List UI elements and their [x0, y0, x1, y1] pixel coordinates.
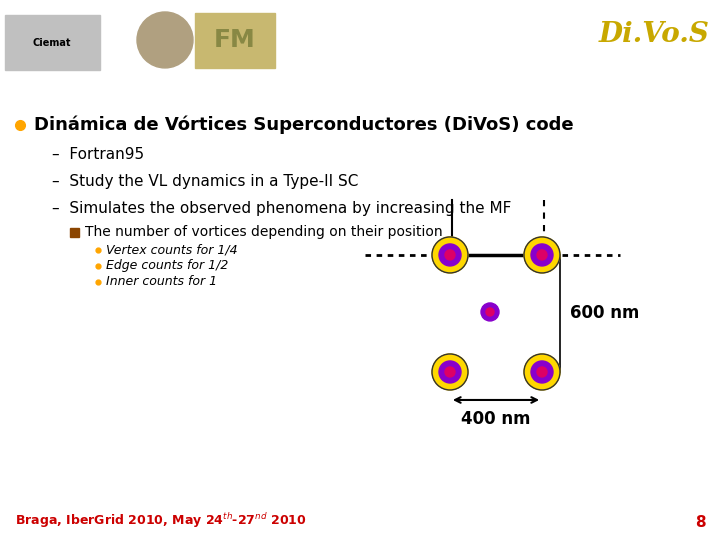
Circle shape [537, 250, 547, 260]
Circle shape [531, 244, 553, 266]
Circle shape [439, 361, 461, 383]
Text: –  Study the VL dynamics in a Type-II SC: – Study the VL dynamics in a Type-II SC [52, 174, 359, 190]
Circle shape [531, 361, 553, 383]
Text: FM: FM [214, 28, 256, 52]
Circle shape [486, 308, 494, 316]
Bar [5, 15, 100, 70]
Text: Dinámica de Vórtices Superconductores (DiVoS) code: Dinámica de Vórtices Superconductores (D… [34, 116, 574, 134]
Text: Edge counts for 1/2: Edge counts for 1/2 [106, 259, 228, 273]
Text: 8: 8 [696, 515, 706, 530]
Bar [195, 13, 275, 68]
Circle shape [432, 354, 468, 390]
Text: 600 nm: 600 nm [570, 305, 639, 322]
Circle shape [445, 367, 455, 377]
Text: Di.Vo.S: Di.Vo.S [599, 22, 710, 49]
Text: 400 nm: 400 nm [462, 410, 531, 428]
Circle shape [432, 237, 468, 273]
Circle shape [524, 237, 560, 273]
Circle shape [445, 250, 455, 260]
Text: Braga, IberGrid 2010, May 24$^{th}$-27$^{nd}$ 2010: Braga, IberGrid 2010, May 24$^{th}$-27$^… [15, 511, 307, 530]
Text: Inner counts for 1: Inner counts for 1 [106, 275, 217, 288]
Text: –  Simulates the observed phenomena by increasing the MF: – Simulates the observed phenomena by in… [52, 201, 511, 217]
Circle shape [137, 12, 193, 68]
Text: Ciemat: Ciemat [32, 38, 71, 48]
Circle shape [439, 244, 461, 266]
Text: –  Fortran95: – Fortran95 [52, 147, 144, 163]
Circle shape [481, 303, 499, 321]
Text: The number of vortices depending on their position: The number of vortices depending on thei… [85, 225, 443, 239]
Text: Vertex counts for 1/4: Vertex counts for 1/4 [106, 244, 238, 256]
Circle shape [537, 367, 547, 377]
Bar [70, 228, 79, 237]
Circle shape [524, 354, 560, 390]
